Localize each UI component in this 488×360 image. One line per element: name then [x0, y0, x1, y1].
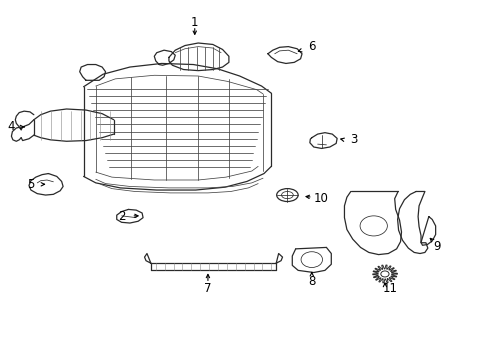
Text: 2: 2: [118, 210, 125, 223]
Text: 5: 5: [27, 178, 35, 191]
Text: 8: 8: [307, 275, 315, 288]
Text: 7: 7: [204, 282, 211, 295]
Text: 11: 11: [382, 282, 396, 295]
Text: 10: 10: [313, 192, 328, 205]
Text: 9: 9: [432, 240, 440, 253]
Text: 3: 3: [350, 133, 357, 146]
Text: 4: 4: [8, 121, 15, 134]
Text: 1: 1: [191, 17, 198, 30]
Text: 6: 6: [307, 40, 315, 53]
